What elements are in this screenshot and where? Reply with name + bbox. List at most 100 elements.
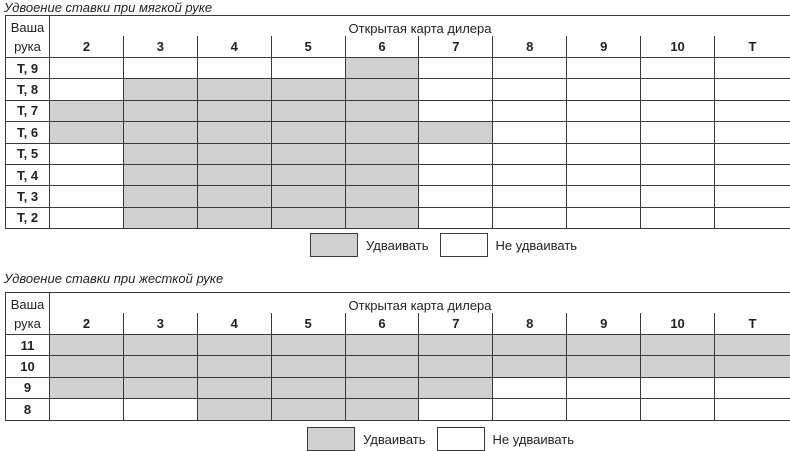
dealer-card-column: 7 bbox=[419, 36, 493, 58]
no-double-cell bbox=[567, 399, 641, 420]
no-double-cell bbox=[567, 186, 641, 207]
no-double-cell bbox=[567, 79, 641, 100]
hand-label: Т, 3 bbox=[6, 186, 50, 207]
double-cell bbox=[345, 377, 419, 398]
double-cell bbox=[123, 377, 197, 398]
double-cell bbox=[345, 186, 419, 207]
double-cell bbox=[50, 100, 124, 121]
no-double-cell bbox=[715, 58, 790, 79]
no-double-cell bbox=[493, 186, 567, 207]
double-cell bbox=[271, 335, 345, 356]
double-cell bbox=[50, 122, 124, 143]
double-cell bbox=[197, 335, 271, 356]
double-cell bbox=[197, 100, 271, 121]
your-hand-header: Ваша рука bbox=[6, 16, 50, 58]
no-double-cell bbox=[641, 58, 715, 79]
no-double-cell bbox=[641, 186, 715, 207]
double-cell bbox=[123, 335, 197, 356]
double-cell bbox=[271, 186, 345, 207]
no-double-cell bbox=[419, 58, 493, 79]
dealer-card-column: 10 bbox=[641, 313, 715, 335]
no-double-cell bbox=[567, 207, 641, 228]
dealer-card-header: Открытая карта дилера bbox=[50, 293, 790, 314]
double-cell bbox=[271, 122, 345, 143]
table-row: Т, 5 bbox=[6, 143, 790, 164]
dealer-card-column: 4 bbox=[197, 313, 271, 335]
double-cell bbox=[123, 122, 197, 143]
hand-label: Т, 2 bbox=[6, 207, 50, 228]
double-cell bbox=[345, 399, 419, 420]
double-cell bbox=[123, 207, 197, 228]
double-cell bbox=[50, 356, 124, 377]
dealer-card-column: 10 bbox=[641, 36, 715, 58]
no-double-cell bbox=[493, 164, 567, 185]
hand-label: Т, 8 bbox=[6, 79, 50, 100]
no-double-cell bbox=[493, 100, 567, 121]
double-cell bbox=[345, 122, 419, 143]
no-double-cell bbox=[493, 122, 567, 143]
no-double-cell bbox=[493, 143, 567, 164]
double-cell bbox=[419, 122, 493, 143]
no-double-cell bbox=[715, 207, 790, 228]
double-cell bbox=[50, 335, 124, 356]
no-double-cell bbox=[493, 58, 567, 79]
double-cell bbox=[123, 143, 197, 164]
no-double-cell bbox=[419, 207, 493, 228]
dealer-card-column: Т bbox=[715, 36, 790, 58]
hand-label: 9 bbox=[6, 377, 50, 398]
dealer-card-column: 2 bbox=[50, 36, 124, 58]
hand-label: Т, 7 bbox=[6, 100, 50, 121]
no-double-cell bbox=[493, 399, 567, 420]
no-double-cell bbox=[493, 79, 567, 100]
table-row: 10 bbox=[6, 356, 790, 377]
double-cell bbox=[419, 335, 493, 356]
no-double-cell bbox=[567, 164, 641, 185]
no-double-cell bbox=[493, 377, 567, 398]
no-double-cell bbox=[641, 377, 715, 398]
no-double-cell bbox=[715, 186, 790, 207]
double-cell bbox=[271, 164, 345, 185]
double-cell bbox=[197, 207, 271, 228]
double-cell bbox=[123, 79, 197, 100]
table-row: Т, 3 bbox=[6, 186, 790, 207]
double-cell bbox=[493, 356, 567, 377]
hand-label: 11 bbox=[6, 335, 50, 356]
no-double-cell bbox=[567, 100, 641, 121]
table-row: Т, 2 bbox=[6, 207, 790, 228]
double-cell bbox=[641, 356, 715, 377]
double-cell bbox=[345, 335, 419, 356]
dealer-card-column: 5 bbox=[271, 313, 345, 335]
double-cell bbox=[271, 399, 345, 420]
no-double-cell bbox=[419, 100, 493, 121]
double-cell bbox=[345, 356, 419, 377]
dealer-card-column: 3 bbox=[123, 313, 197, 335]
no-double-cell bbox=[50, 186, 124, 207]
no-double-cell bbox=[50, 207, 124, 228]
no-double-cell bbox=[50, 143, 124, 164]
legend-double-label: Удваивать bbox=[363, 432, 426, 447]
double-cell bbox=[197, 143, 271, 164]
your-hand-header: Ваша рука bbox=[6, 293, 50, 335]
no-double-cell bbox=[641, 143, 715, 164]
double-cell bbox=[715, 356, 790, 377]
legend-double-label: Удваивать bbox=[366, 238, 429, 253]
no-double-cell bbox=[123, 58, 197, 79]
double-cell bbox=[345, 100, 419, 121]
hand-label: Т, 4 bbox=[6, 164, 50, 185]
soft-title: Удвоение ставки при мягкой руке bbox=[4, 0, 212, 15]
table-row: Т, 7 bbox=[6, 100, 790, 121]
soft-legend: Удваивать Не удваивать bbox=[310, 233, 577, 257]
table-row: Т, 4 bbox=[6, 164, 790, 185]
no-double-cell bbox=[641, 164, 715, 185]
no-double-cell bbox=[715, 164, 790, 185]
double-cell bbox=[50, 377, 124, 398]
double-cell bbox=[123, 186, 197, 207]
no-double-cell bbox=[641, 122, 715, 143]
double-cell bbox=[123, 356, 197, 377]
dealer-card-column: 6 bbox=[345, 313, 419, 335]
double-cell bbox=[123, 100, 197, 121]
no-double-cell bbox=[419, 186, 493, 207]
double-cell bbox=[345, 79, 419, 100]
legend-double-swatch bbox=[310, 233, 358, 257]
